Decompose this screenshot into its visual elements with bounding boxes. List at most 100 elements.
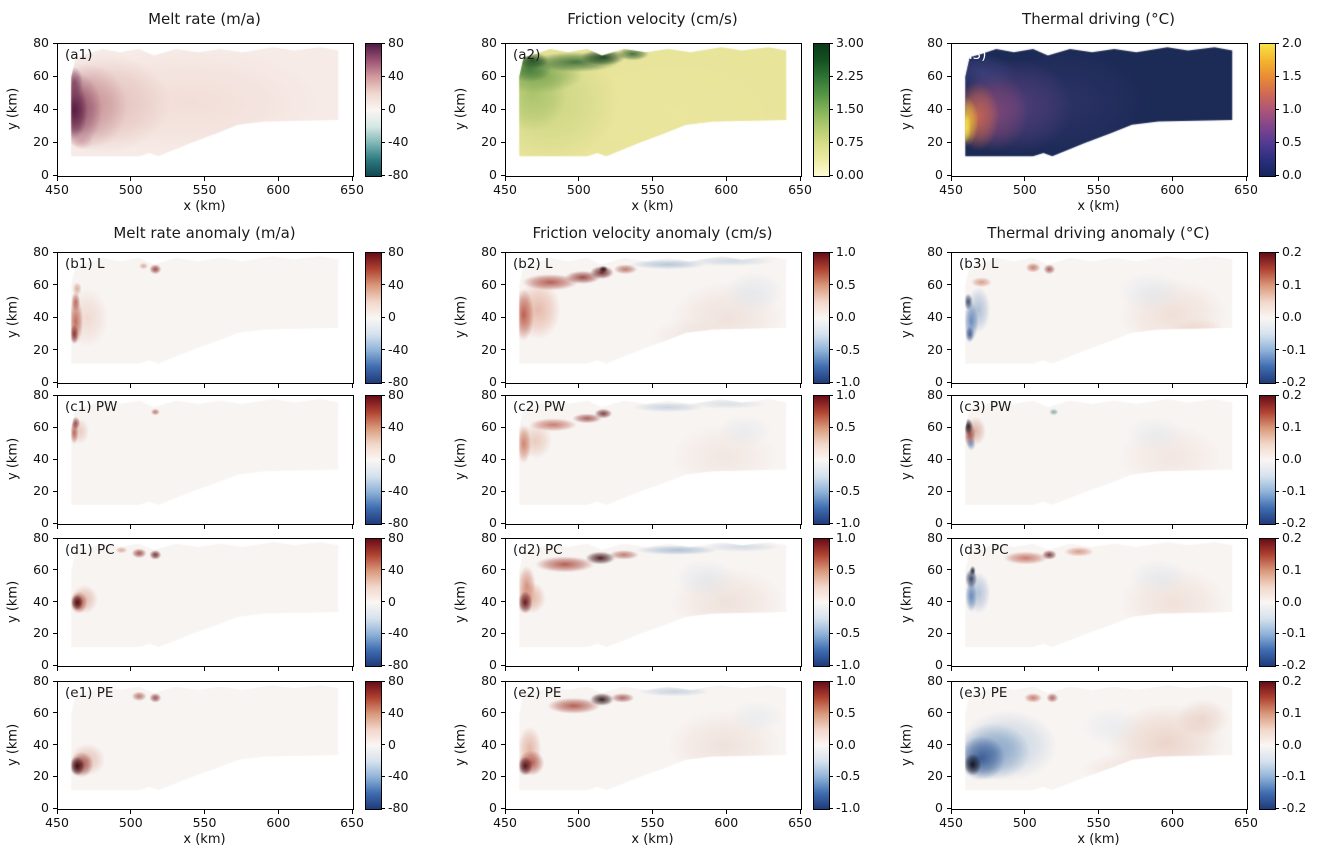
x-axis-label: x (km)	[1077, 199, 1120, 214]
y-tick-mark	[947, 349, 951, 350]
colorbar-tick-label: 40	[388, 68, 404, 83]
colorbar-tick-mark	[1276, 537, 1279, 539]
colorbar-tick-mark	[1276, 75, 1279, 77]
x-tick-mark	[504, 667, 506, 671]
colorbar-tick-label: -0.1	[1282, 768, 1307, 784]
colorbar-tick-mark	[382, 426, 385, 428]
colorbar-tick-label: 0.0	[1282, 593, 1302, 609]
colorbar-b2	[813, 252, 830, 384]
x-tick-mark	[950, 667, 952, 671]
colorbar-a2	[813, 43, 830, 177]
y-axis-label: y (km)	[453, 295, 469, 339]
y-tick-label: 60	[927, 68, 943, 83]
y-axis-label: y (km)	[899, 437, 915, 481]
colorbar-tick-mark	[830, 569, 833, 571]
y-tick-label: 80	[481, 673, 497, 688]
colorbar-tick-mark	[382, 522, 385, 524]
column-title-thermal-anomaly: Thermal driving anomaly (°C)	[987, 224, 1210, 242]
colorbar-d3	[1259, 538, 1276, 667]
colorbar-tick-mark	[382, 174, 385, 176]
colorbar-tick-mark	[382, 141, 385, 143]
y-tick-label: 60	[33, 704, 49, 720]
x-tick-mark	[56, 667, 58, 671]
y-tick-label: 0	[41, 800, 49, 815]
x-tick-mark	[277, 810, 279, 814]
x-axis-label: x (km)	[631, 832, 674, 847]
colorbar-tick-mark	[382, 316, 385, 318]
y-tick-mark	[501, 284, 505, 285]
y-tick-label: 0	[41, 167, 49, 182]
x-tick-mark	[725, 177, 727, 181]
x-tick-mark	[1245, 177, 1247, 181]
y-tick-mark	[501, 744, 505, 745]
x-tick-mark	[130, 810, 132, 814]
x-tick-mark	[351, 525, 353, 529]
panel-c3-heatmap	[952, 396, 1247, 524]
y-tick-mark	[947, 284, 951, 285]
y-tick-mark	[501, 537, 505, 539]
x-tick-mark	[1098, 384, 1099, 388]
y-tick-label: 20	[33, 134, 49, 149]
panel-a1-plot: (a1)	[57, 43, 354, 177]
panel-c1-label: (c1) PW	[65, 399, 118, 415]
y-tick-label: 60	[927, 419, 943, 434]
y-tick-label: 80	[927, 35, 943, 50]
y-tick-label: 40	[481, 309, 497, 324]
y-tick-label: 0	[41, 657, 49, 672]
colorbar-tick-mark	[1276, 141, 1279, 143]
x-tick-mark	[1098, 525, 1099, 529]
y-tick-mark	[53, 522, 57, 524]
panel-e1-heatmap	[58, 682, 353, 809]
y-tick-mark	[53, 775, 57, 777]
x-tick-mark	[1171, 177, 1173, 181]
x-tick-mark	[950, 525, 952, 529]
y-tick-label: 60	[481, 561, 497, 577]
y-tick-label: 20	[481, 768, 497, 784]
x-tick-label: 650	[1234, 182, 1258, 197]
y-tick-mark	[501, 349, 505, 350]
y-tick-label: 40	[927, 101, 943, 116]
colorbar-tick-label: 40	[388, 704, 404, 720]
x-tick-label: 550	[192, 815, 217, 830]
panel-a2-plot: (a2)	[505, 43, 802, 177]
colorbar-tick-label: 2.25	[836, 68, 864, 83]
x-tick-mark	[725, 384, 727, 388]
colorbar-tick-mark	[830, 284, 833, 285]
x-tick-label: 650	[788, 182, 812, 197]
colorbar-tick-mark	[830, 141, 833, 143]
y-tick-mark	[947, 108, 951, 110]
colorbar-tick-mark	[830, 108, 833, 110]
y-tick-label: 60	[927, 704, 943, 720]
colorbar-d2	[813, 538, 830, 667]
y-tick-label: 60	[927, 561, 943, 577]
y-tick-mark	[501, 426, 505, 428]
colorbar-tick-mark	[830, 75, 833, 77]
y-tick-mark	[53, 664, 57, 666]
y-tick-mark	[53, 141, 57, 143]
panel-a1-heatmap	[58, 44, 353, 176]
y-axis-label: y (km)	[5, 437, 21, 481]
panel-e2-heatmap	[506, 682, 801, 809]
colorbar-tick-mark	[382, 664, 385, 666]
colorbar-tick-mark	[1276, 569, 1279, 571]
panel-b1-heatmap	[58, 253, 353, 383]
colorbar-d1	[365, 538, 382, 667]
colorbar-tick-mark	[382, 775, 385, 777]
colorbar-tick-mark	[382, 75, 385, 77]
colorbar-b1	[365, 252, 382, 384]
panel-e2-label: (e2) PE	[513, 685, 562, 701]
colorbar-tick-mark	[830, 664, 833, 666]
x-tick-label: 600	[714, 815, 739, 830]
y-tick-label: 40	[481, 101, 497, 116]
colorbar-tick-mark	[1276, 744, 1279, 745]
colorbar-tick-mark	[830, 381, 833, 383]
y-tick-label: 20	[33, 483, 49, 498]
y-tick-mark	[501, 316, 505, 318]
y-tick-label: 80	[927, 244, 943, 259]
panel-c3-plot: (c3) PW	[951, 395, 1248, 525]
colorbar-tick-mark	[830, 426, 833, 428]
y-tick-mark	[947, 744, 951, 745]
colorbar-tick-label: 80	[388, 673, 404, 688]
colorbar-tick-mark	[1276, 712, 1279, 714]
colorbar-tick-mark	[830, 712, 833, 714]
